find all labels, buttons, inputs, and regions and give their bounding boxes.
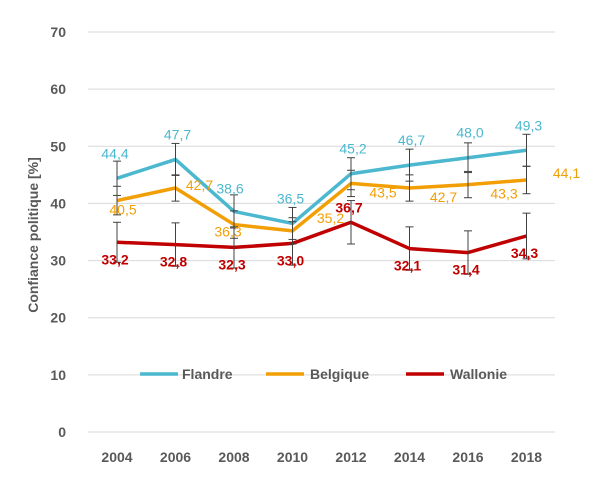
data-label-flandre: 45,2 [339, 141, 366, 157]
data-label-belgique: 43,3 [490, 186, 517, 202]
data-label-flandre: 44,4 [101, 145, 128, 161]
y-axis-title: Confiance politique [%] [25, 157, 41, 313]
y-tick-label: 60 [50, 81, 66, 97]
data-label-wallonie: 32,8 [160, 254, 187, 270]
y-tick-label: 40 [50, 195, 66, 211]
data-label-flandre: 46,7 [398, 132, 425, 148]
data-label-wallonie: 33,0 [277, 252, 304, 268]
y-tick-label: 20 [50, 310, 66, 326]
x-tick-label: 2004 [101, 449, 132, 465]
data-label-belgique: 42,7 [186, 177, 213, 193]
error-bars [113, 133, 531, 275]
x-tick-label: 2012 [335, 449, 366, 465]
data-label-flandre: 36,5 [277, 190, 304, 206]
y-tick-label: 30 [50, 253, 66, 269]
x-tick-labels: 2004 2006 2008 2010 2012 2014 2016 2018 [101, 449, 542, 465]
data-label-wallonie: 31,4 [452, 262, 479, 278]
data-label-flandre: 47,7 [164, 126, 191, 142]
data-label-wallonie: 36,7 [335, 199, 362, 215]
y-tick-label: 0 [58, 424, 66, 440]
data-label-wallonie: 33,2 [101, 251, 128, 267]
series-line-wallonie [116, 220, 527, 255]
x-tick-label: 2018 [511, 449, 542, 465]
data-label-wallonie: 32,1 [394, 258, 421, 274]
x-tick-label: 2010 [277, 449, 308, 465]
data-label-belgique: 43,5 [369, 184, 396, 200]
x-tick-label: 2016 [452, 449, 483, 465]
data-label-wallonie: 32,3 [218, 256, 245, 272]
legend-label-flandre: Flandre [182, 366, 233, 382]
series-line-flandre [116, 148, 527, 226]
data-label-flandre: 49,3 [515, 117, 542, 133]
data-labels: 44,4 47,7 38,6 36,5 45,2 46,7 48,0 49,3 40,5 42,7… [101, 117, 580, 277]
data-label-flandre: 48,0 [456, 125, 483, 141]
data-label-belgique: 36,3 [214, 224, 241, 240]
legend: Flandre Belgique Wallonie [140, 366, 507, 382]
y-tick-label: 50 [50, 138, 66, 154]
series-lines [116, 148, 527, 255]
x-tick-label: 2014 [394, 449, 425, 465]
data-label-wallonie: 34,3 [511, 245, 538, 261]
legend-label-wallonie: Wallonie [450, 366, 507, 382]
y-tick-label: 70 [50, 24, 66, 40]
y-tick-label: 10 [50, 367, 66, 383]
data-label-belgique: 42,7 [430, 189, 457, 205]
series-line-belgique [116, 178, 527, 233]
y-tick-labels: 0 10 20 30 40 50 60 70 [50, 24, 66, 440]
data-label-belgique: 35,2 [317, 210, 344, 226]
x-tick-label: 2006 [160, 449, 191, 465]
legend-label-belgique: Belgique [310, 366, 369, 382]
data-label-belgique: 40,5 [109, 202, 136, 218]
x-tick-label: 2008 [218, 449, 249, 465]
data-label-belgique: 44,1 [553, 165, 580, 181]
data-label-flandre: 38,6 [216, 180, 243, 196]
